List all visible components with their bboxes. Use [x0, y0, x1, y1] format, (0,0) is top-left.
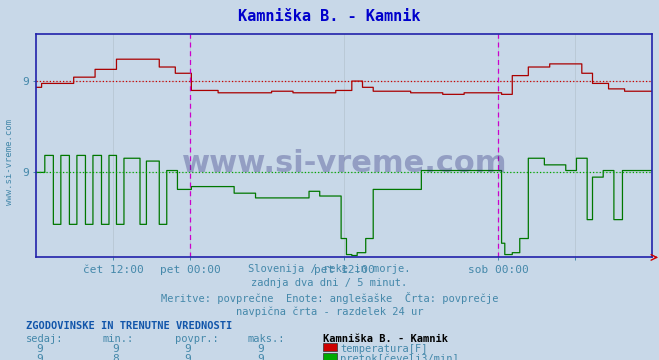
Text: maks.:: maks.:: [247, 334, 285, 344]
Text: www.si-vreme.com: www.si-vreme.com: [182, 149, 507, 178]
Text: 9: 9: [36, 344, 43, 354]
Text: 8: 8: [112, 354, 119, 360]
Text: 9: 9: [112, 344, 119, 354]
Text: ZGODOVINSKE IN TRENUTNE VREDNOSTI: ZGODOVINSKE IN TRENUTNE VREDNOSTI: [26, 321, 233, 331]
Text: pretok[čevelj3/min]: pretok[čevelj3/min]: [340, 354, 459, 360]
Text: 9: 9: [185, 344, 191, 354]
Text: www.si-vreme.com: www.si-vreme.com: [5, 119, 14, 205]
Text: 9: 9: [257, 344, 264, 354]
Text: zadnja dva dni / 5 minut.: zadnja dva dni / 5 minut.: [251, 278, 408, 288]
Text: Slovenija / reke in morje.: Slovenija / reke in morje.: [248, 264, 411, 274]
Text: Kamniška B. - Kamnik: Kamniška B. - Kamnik: [239, 9, 420, 24]
Text: 9: 9: [257, 354, 264, 360]
Text: 9: 9: [185, 354, 191, 360]
Text: Kamniška B. - Kamnik: Kamniška B. - Kamnik: [323, 334, 448, 344]
Text: navpična črta - razdelek 24 ur: navpična črta - razdelek 24 ur: [236, 307, 423, 317]
Text: Meritve: povprečne  Enote: anglešaške  Črta: povprečje: Meritve: povprečne Enote: anglešaške Črt…: [161, 292, 498, 304]
Text: min.:: min.:: [102, 334, 133, 344]
Text: povpr.:: povpr.:: [175, 334, 218, 344]
Text: sedaj:: sedaj:: [26, 334, 64, 344]
Text: temperatura[F]: temperatura[F]: [340, 344, 428, 354]
Text: 9: 9: [36, 354, 43, 360]
